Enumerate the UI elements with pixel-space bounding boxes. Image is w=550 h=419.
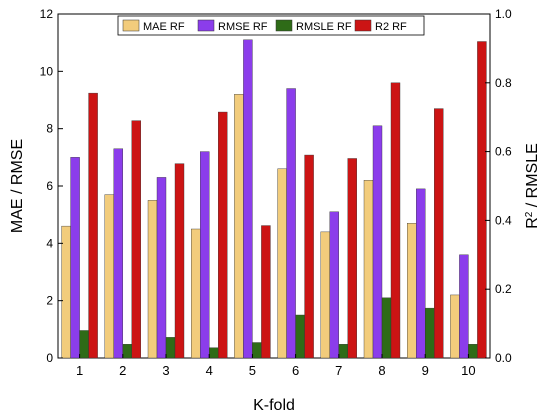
bar-rmse-rf xyxy=(243,39,253,359)
bar-rmsle-rf xyxy=(425,307,435,359)
right-axis-label: R2 / RMSLE xyxy=(524,143,542,229)
x-tick-label: 5 xyxy=(249,363,256,378)
legend-box xyxy=(117,15,425,36)
left-axis-ticks: 0 2 4 6 8 10 12 xyxy=(40,7,63,365)
legend-swatch xyxy=(122,19,140,32)
bar-rmsle-rf xyxy=(165,337,176,359)
right-tick-label: 0.6 xyxy=(495,145,512,159)
bar-rmsle-rf xyxy=(338,344,348,359)
bar-mae-rf xyxy=(407,223,417,359)
bar-rmse-rf xyxy=(199,151,210,359)
bar-r2-rf xyxy=(477,41,487,359)
right-axis-label-base: R xyxy=(524,217,541,229)
legend-label: R2 RF xyxy=(375,21,407,33)
legend-label: RMSE RF xyxy=(218,21,268,33)
x-tick-label: 6 xyxy=(292,363,299,378)
bar-mae-rf xyxy=(277,168,287,359)
bar-mae-rf xyxy=(234,94,244,359)
bar-rmse-rf xyxy=(70,157,80,359)
bar-rmsle-rf xyxy=(122,344,133,359)
bar-r2-rf xyxy=(347,158,357,359)
bar-r2-rf xyxy=(304,154,314,359)
left-tick-label: 2 xyxy=(46,294,53,308)
left-tick-label: 0 xyxy=(46,351,53,365)
right-tick-label: 0.2 xyxy=(495,282,512,296)
bar-rmsle-rf xyxy=(381,297,392,359)
bar-mae-rf xyxy=(190,228,201,359)
x-tick-label: 10 xyxy=(461,363,475,378)
bar-rmsle-rf xyxy=(208,347,219,359)
bar-rmse-rf xyxy=(329,211,339,359)
legend-swatch xyxy=(197,19,215,32)
bar-rmse-rf xyxy=(156,177,167,359)
right-tick-label: 0.0 xyxy=(495,351,512,365)
bar-mae-rf xyxy=(363,180,374,359)
bar-rmse-rf xyxy=(416,188,426,359)
left-tick-label: 10 xyxy=(40,64,54,78)
x-tick-label: 1 xyxy=(76,363,83,378)
bar-mae-rf xyxy=(147,200,158,359)
x-tick-label: 9 xyxy=(422,363,429,378)
legend: MAE RF RMSE RF RMSLE RF R2 RF xyxy=(117,15,425,36)
left-tick-label: 12 xyxy=(40,7,54,21)
legend-label: RMSLE RF xyxy=(296,21,352,33)
x-tick-label: 2 xyxy=(119,363,126,378)
left-tick-label: 4 xyxy=(46,236,53,250)
x-tick-label: 4 xyxy=(206,363,213,378)
left-tick-label: 6 xyxy=(46,179,53,193)
x-tick-label: 7 xyxy=(335,363,342,378)
bar-rmse-rf xyxy=(459,254,469,359)
x-tick-label: 8 xyxy=(378,363,385,378)
bar-r2-rf xyxy=(88,92,98,359)
legend-label: MAE RF xyxy=(143,21,185,33)
bar-r2-rf xyxy=(434,108,444,359)
right-tick-label: 0.8 xyxy=(495,76,512,90)
right-axis-label-sup: 2 xyxy=(524,211,535,217)
bar-r2-rf xyxy=(217,111,228,359)
right-axis-label-rest: / RMSLE xyxy=(524,143,541,211)
right-tick-label: 0.4 xyxy=(495,213,512,227)
legend-swatch xyxy=(275,19,293,32)
bar-r2-rf xyxy=(261,225,271,359)
bar-mae-rf xyxy=(104,194,115,359)
right-axis-ticks: 0.0 0.2 0.4 0.6 0.8 1.0 xyxy=(485,7,512,365)
bar-rmse-rf xyxy=(113,148,124,359)
bar-r2-rf xyxy=(174,163,185,359)
bar-mae-rf xyxy=(61,225,71,359)
legend-swatch xyxy=(354,19,372,32)
bar-rmse-rf xyxy=(372,125,383,359)
bar-rmsle-rf xyxy=(252,342,262,359)
bar-r2-rf xyxy=(390,82,401,359)
bar-mae-rf xyxy=(320,231,330,359)
bar-rmsle-rf xyxy=(468,344,478,359)
bar-mae-rf xyxy=(450,294,460,359)
bar-rmsle-rf xyxy=(295,314,305,359)
x-axis-label: K-fold xyxy=(253,397,295,414)
right-tick-label: 1.0 xyxy=(495,7,512,21)
x-tick-label: 3 xyxy=(162,363,169,378)
bars xyxy=(61,39,487,359)
x-axis-ticks: 1 2 3 4 5 6 7 8 9 10 xyxy=(76,354,476,378)
bar-rmsle-rf xyxy=(79,330,89,359)
bar-rmse-rf xyxy=(286,88,296,359)
left-tick-label: 8 xyxy=(46,122,53,136)
bar-r2-rf xyxy=(131,120,142,359)
left-axis-label: MAE / RMSE xyxy=(9,139,26,233)
